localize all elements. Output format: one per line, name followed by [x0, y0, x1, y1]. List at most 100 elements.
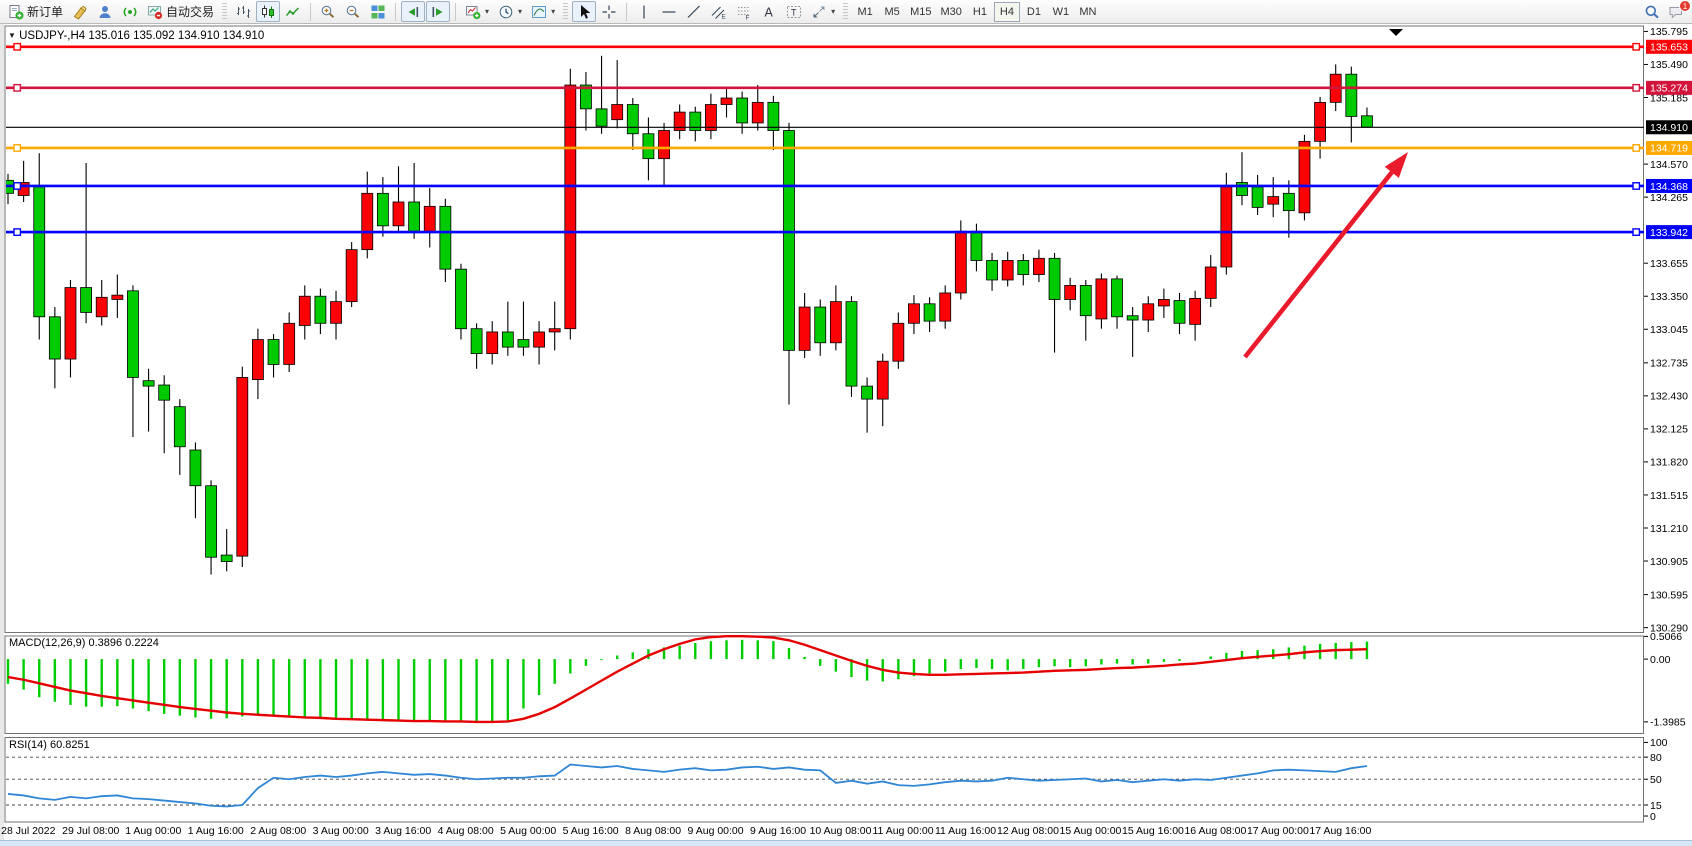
rsi-indicator-label: RSI(14) 60.8251	[9, 739, 90, 751]
candle-body	[845, 301, 858, 387]
svg-text:11 Aug 00:00: 11 Aug 00:00	[872, 825, 933, 837]
templates-button[interactable]: ▾	[527, 1, 559, 22]
search-button[interactable]	[1640, 1, 1664, 22]
candle-body	[829, 301, 842, 344]
svg-text:50: 50	[1650, 774, 1662, 786]
line-handle	[13, 144, 22, 152]
svg-text:130.905: 130.905	[1650, 556, 1688, 568]
svg-text:135.795: 135.795	[1650, 26, 1688, 38]
candle-body	[267, 339, 280, 365]
svg-text:135.653: 135.653	[1650, 42, 1688, 54]
candle-body	[1345, 73, 1358, 117]
chart-shift-button[interactable]	[401, 1, 426, 22]
candle-body	[1236, 182, 1248, 196]
fibo-icon: F	[738, 6, 751, 20]
candle-body	[298, 295, 311, 326]
toolbar-drag-handle	[563, 2, 569, 21]
svg-text:8 Aug 08:00: 8 Aug 08:00	[625, 825, 681, 837]
fibonacci-button[interactable]: F	[732, 1, 756, 22]
svg-text:130.595: 130.595	[1650, 589, 1688, 601]
cursor-button[interactable]	[572, 1, 597, 22]
marker-button[interactable]	[68, 1, 92, 22]
timeframe-h1-button[interactable]: H1	[972, 5, 987, 18]
svg-text:1 Aug 16:00: 1 Aug 16:00	[188, 825, 244, 837]
line-handle	[1632, 42, 1641, 51]
label-icon: T	[787, 5, 802, 18]
timeframe-h4-button[interactable]: H4	[993, 1, 1020, 22]
svg-text:134.368: 134.368	[1650, 181, 1688, 193]
svg-text:0: 0	[1650, 811, 1656, 823]
timeframe-d1-button[interactable]: D1	[1026, 5, 1041, 18]
chevron-down-icon[interactable]: ▾	[551, 7, 556, 16]
indicators-button[interactable]: ▾	[461, 1, 493, 22]
chevron-down-icon[interactable]: ▾	[485, 7, 490, 16]
timeframe-m1-button[interactable]: M1	[857, 5, 873, 18]
chart-canvas[interactable]: 135.795 135.490 135.185 134.570 134.265 133.6…	[0, 24, 1692, 846]
price-badge	[1646, 140, 1692, 155]
candle-body	[1173, 300, 1186, 324]
search-icon	[1645, 5, 1659, 18]
candle-body	[48, 316, 61, 360]
vertical-line-button[interactable]	[632, 1, 656, 22]
macd-histogram	[6, 639, 1369, 722]
zoom-in-button[interactable]	[316, 1, 340, 22]
auto-scroll-button[interactable]	[426, 1, 451, 22]
hline-135.653[interactable]: 135.653	[6, 39, 1692, 54]
shapes-button[interactable]: ▾	[807, 1, 839, 22]
candle-body	[658, 130, 670, 160]
svg-text:135.274: 135.274	[1650, 83, 1688, 95]
tile-windows-button[interactable]	[366, 1, 390, 22]
svg-text:133.350: 133.350	[1650, 291, 1688, 303]
bars-chart-button[interactable]	[231, 1, 255, 22]
macd-axis: 0.5066 0.00 -1.3985	[1644, 631, 1686, 729]
candle-body	[1095, 278, 1108, 320]
autotrading-button[interactable]: 自动交易	[143, 1, 218, 22]
bid-price-badge	[1646, 120, 1692, 135]
text-button[interactable]: A	[757, 1, 781, 22]
chart-shift-marker[interactable]	[1389, 29, 1403, 36]
svg-text:17 Aug 16:00: 17 Aug 16:00	[1309, 825, 1371, 837]
timeframe-w1-button[interactable]: W1	[1052, 5, 1070, 18]
svg-text:A: A	[765, 5, 774, 19]
svg-text:F: F	[746, 14, 750, 20]
hline-135.274[interactable]: 135.274	[6, 80, 1692, 95]
notifications-button[interactable]: 1	[1664, 0, 1691, 22]
candle-body	[173, 406, 186, 448]
periods-button[interactable]: ▾	[494, 1, 526, 22]
webcast-button[interactable]	[118, 1, 142, 22]
chevron-down-icon[interactable]: ▾	[518, 7, 523, 16]
price-badge	[1646, 178, 1692, 193]
candle-body	[705, 104, 717, 131]
chevron-down-icon[interactable]: ▾	[831, 7, 836, 16]
svg-text:100: 100	[1650, 737, 1668, 749]
indicators-icon	[466, 5, 481, 19]
timeframe-m30-button[interactable]: M30	[940, 5, 962, 18]
hline-134.368[interactable]: 134.368	[6, 178, 1692, 193]
candle-body	[1251, 186, 1264, 208]
candles-chart-button[interactable]	[256, 1, 281, 22]
hline-134.719[interactable]: 134.719	[6, 140, 1692, 155]
timeframe-m5-button[interactable]: M5	[884, 5, 900, 18]
candle-body	[736, 97, 749, 124]
candle-body	[611, 104, 624, 121]
chart-window[interactable]: 135.795 135.490 135.185 134.570 134.265 133.6…	[0, 24, 1692, 846]
chart-dropdown-icon[interactable]: ▼	[8, 31, 16, 40]
hline-133.942[interactable]: 133.942	[6, 225, 1692, 240]
community-button[interactable]	[93, 1, 117, 22]
timeframe-mn-button[interactable]: MN	[1079, 5, 1097, 18]
new-order-button[interactable]: 新订单	[4, 1, 67, 22]
zoom-out-button[interactable]	[341, 1, 365, 22]
svg-text:135.185: 135.185	[1650, 92, 1688, 104]
line-chart-button[interactable]	[281, 1, 305, 22]
chart-background	[0, 24, 1692, 846]
text-label-button[interactable]: T	[782, 1, 806, 22]
candle-body	[501, 331, 514, 348]
autotrading-label: 自动交易	[166, 5, 215, 19]
arrow-annotation[interactable]	[1243, 152, 1408, 359]
horizontal-line-button[interactable]	[657, 1, 681, 22]
trendline-button[interactable]	[682, 1, 706, 22]
crosshair-button[interactable]	[597, 1, 621, 22]
candle-body	[923, 303, 936, 322]
equidistant-channel-button[interactable]: E	[707, 1, 731, 22]
timeframe-m15-button[interactable]: M15	[910, 5, 932, 18]
